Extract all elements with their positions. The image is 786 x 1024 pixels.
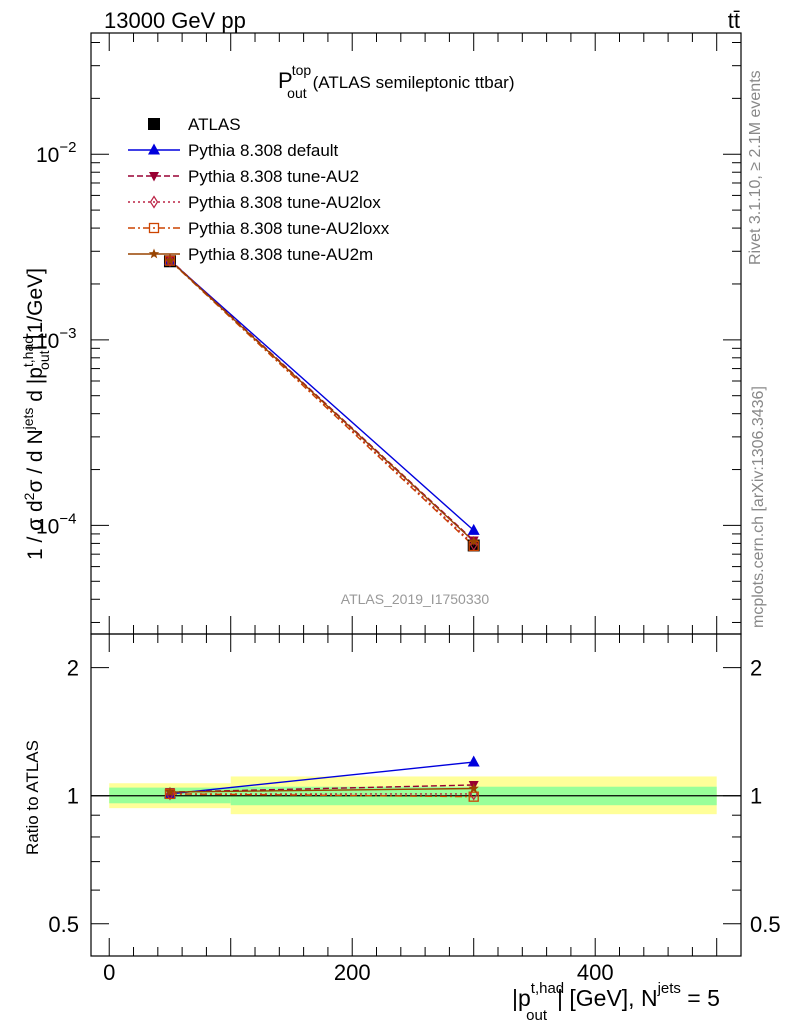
legend-marker [148, 143, 160, 155]
ratio-tick-labels: 0.5 0.5 1 1 2 2 0 200 400 [48, 656, 780, 985]
ratio-y-axis-label: Ratio to ATLAS [23, 740, 42, 855]
main-axis-ticks [91, 33, 741, 634]
legend-label: Pythia 8.308 tune-AU2 [188, 167, 359, 186]
chart-title: Ptop out(ATLAS semileptonic ttbar) [278, 62, 515, 101]
process-label: tt̄ [728, 8, 740, 33]
ratio-series-markers [163, 755, 480, 802]
legend-item: Pythia 8.308 tune-AU2lox [128, 193, 381, 212]
main-series-line [169, 260, 475, 547]
ratio-data-point [164, 786, 176, 797]
ratio-series-line [169, 793, 474, 798]
ratio-axis-ticks [91, 634, 741, 956]
ratio-y-tick-label-right: 2 [750, 656, 762, 681]
legend-item: Pythia 8.308 default [128, 141, 339, 160]
main-panel: 10−4 10−3 10−2 Ptop out(ATLAS semileptonic … [36, 32, 742, 635]
main-series-line [169, 259, 475, 531]
x-tick-label: 200 [334, 960, 371, 985]
ratio-data-point [468, 783, 479, 793]
ratio-data-point [467, 755, 480, 767]
ratio-y-tick-label: 0.5 [48, 912, 79, 937]
legend-marker [148, 248, 160, 259]
main-y-tick-label: 10−4 [36, 510, 76, 538]
legend-marker [149, 172, 159, 182]
legend-label: Pythia 8.308 tune-AU2m [188, 245, 373, 264]
x-tick-label: 0 [103, 960, 115, 985]
ratio-y-tick-label: 1 [67, 784, 79, 809]
legend-label: ATLAS [188, 115, 241, 134]
legend-marker [148, 222, 160, 234]
ratio-y-tick-label-right: 0.5 [750, 912, 781, 937]
ratio-series-lines [169, 761, 474, 798]
main-y-tick-label: 10−2 [36, 139, 76, 167]
ratio-series-line [169, 761, 474, 795]
x-axis-label: |pt,had out| [GeV], Njets = 5 [512, 980, 720, 1024]
source-note: mcplots.cern.ch [arXiv:1306.3436] [750, 386, 767, 628]
legend-item: ATLAS [148, 115, 241, 134]
ratio-series-line [169, 787, 474, 793]
main-series-lines [169, 259, 475, 547]
legend-label: Pythia 8.308 tune-AU2loxx [188, 219, 390, 238]
legend-item: Pythia 8.308 tune-AU2 [128, 167, 359, 186]
ratio-data-point [468, 791, 479, 802]
main-y-tick-label: 10−3 [36, 325, 76, 353]
analysis-label: ATLAS_2019_I1750330 [341, 591, 490, 607]
main-data-point [467, 523, 480, 535]
main-series-markers [163, 253, 480, 552]
legend-item: Pythia 8.308 tune-AU2loxx [128, 219, 390, 238]
main-data-point [165, 253, 175, 267]
main-data-point [164, 254, 176, 265]
rivet-version-note: Rivet 3.1.10, ≥ 2.1M events [747, 70, 764, 265]
main-tick-labels: 10−4 10−3 10−2 [36, 139, 76, 538]
ratio-panel: 0.5 0.5 1 1 2 2 0 200 400 [48, 633, 781, 985]
main-data-point [468, 535, 479, 546]
legend-marker [149, 195, 159, 209]
ratio-y-tick-label-right: 1 [750, 784, 762, 809]
main-series-line [169, 259, 475, 542]
x-tick-label: 400 [577, 960, 614, 985]
ratio-frame [90, 633, 742, 957]
legend-label: Pythia 8.308 tune-AU2lox [188, 193, 381, 212]
legend-label: Pythia 8.308 default [188, 141, 339, 160]
legend: ATLAS Pythia 8.308 default Pythia 8.308 tu… [128, 115, 390, 264]
energy-label: 13000 GeV pp [104, 8, 246, 33]
legend-item: Pythia 8.308 tune-AU2m [128, 245, 373, 264]
legend-marker [148, 118, 160, 130]
main-series-line [169, 259, 475, 545]
ratio-y-tick-label: 2 [67, 656, 79, 681]
